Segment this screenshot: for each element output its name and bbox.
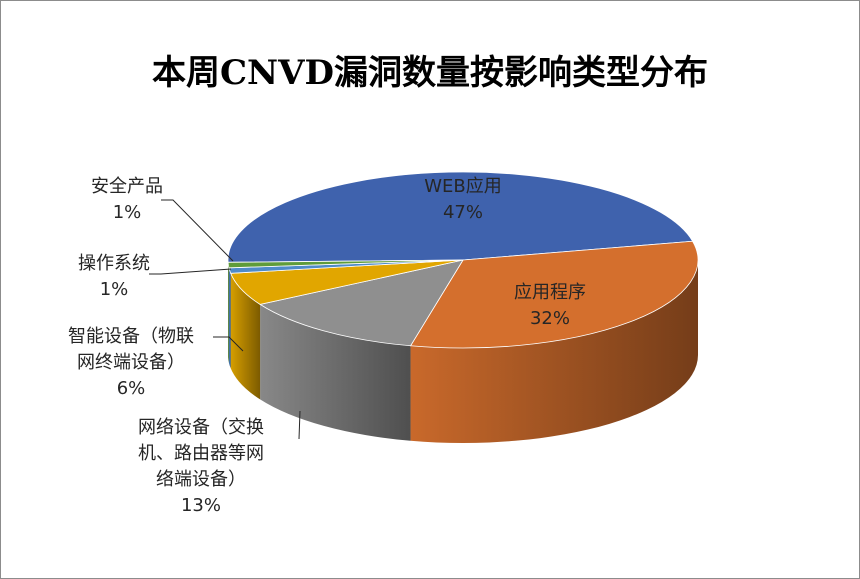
slice-3-value-text: 13%	[181, 495, 221, 516]
slice-3-top	[259, 259, 464, 347]
slice-6-leader-line	[161, 199, 234, 262]
slice-2-label: 应用程序 32%	[514, 282, 586, 329]
slice-1-category-text: WEB应用	[424, 176, 502, 197]
slice-3-side	[260, 304, 411, 441]
slice-6-top	[227, 259, 464, 269]
slice-1-top	[227, 171, 694, 263]
slice-5-side	[228, 267, 231, 369]
slice-5-leader-line	[149, 268, 232, 275]
slice-2-top	[409, 240, 699, 349]
slice-6-category-text: 安全产品	[91, 176, 163, 197]
slice-3-category-text: 络端设备）	[156, 469, 246, 490]
slice-6-side	[228, 262, 229, 363]
slice-3-category-text: 网络设备（交换	[138, 417, 264, 438]
slice-4-category-text: 智能设备（物联	[68, 326, 194, 347]
slice-3-category-text: 机、路由器等网	[138, 443, 264, 464]
slice-4-value-text: 6%	[117, 378, 146, 399]
slice-3-leader-line	[298, 410, 301, 440]
slice-4-label: 智能设备（物联网终端设备） 6%	[68, 326, 194, 399]
slice-2-value-text: 32%	[530, 308, 570, 329]
slice-4-side	[230, 273, 261, 400]
slice-1-label: WEB应用 47%	[424, 176, 502, 223]
slice-6-value-text: 1%	[113, 202, 142, 223]
slice-3-label: 网络设备（交换机、路由器等网络端设备） 13%	[138, 417, 264, 516]
slice-5-label: 操作系统 1%	[78, 253, 150, 300]
slice-2-category-text: 应用程序	[514, 282, 586, 303]
slice-2-side	[410, 260, 698, 444]
slice-1-value-text: 47%	[443, 202, 483, 223]
slice-4-category-text: 网终端设备）	[77, 352, 185, 373]
chart-title: 本周CNVD漏洞数量按影响类型分布	[151, 53, 708, 93]
slice-5-value-text: 1%	[100, 279, 129, 300]
slice-5-category-text: 操作系统	[78, 253, 150, 274]
slice-6-label: 安全产品 1%	[91, 176, 163, 223]
slice-4-leader-line	[213, 336, 244, 352]
